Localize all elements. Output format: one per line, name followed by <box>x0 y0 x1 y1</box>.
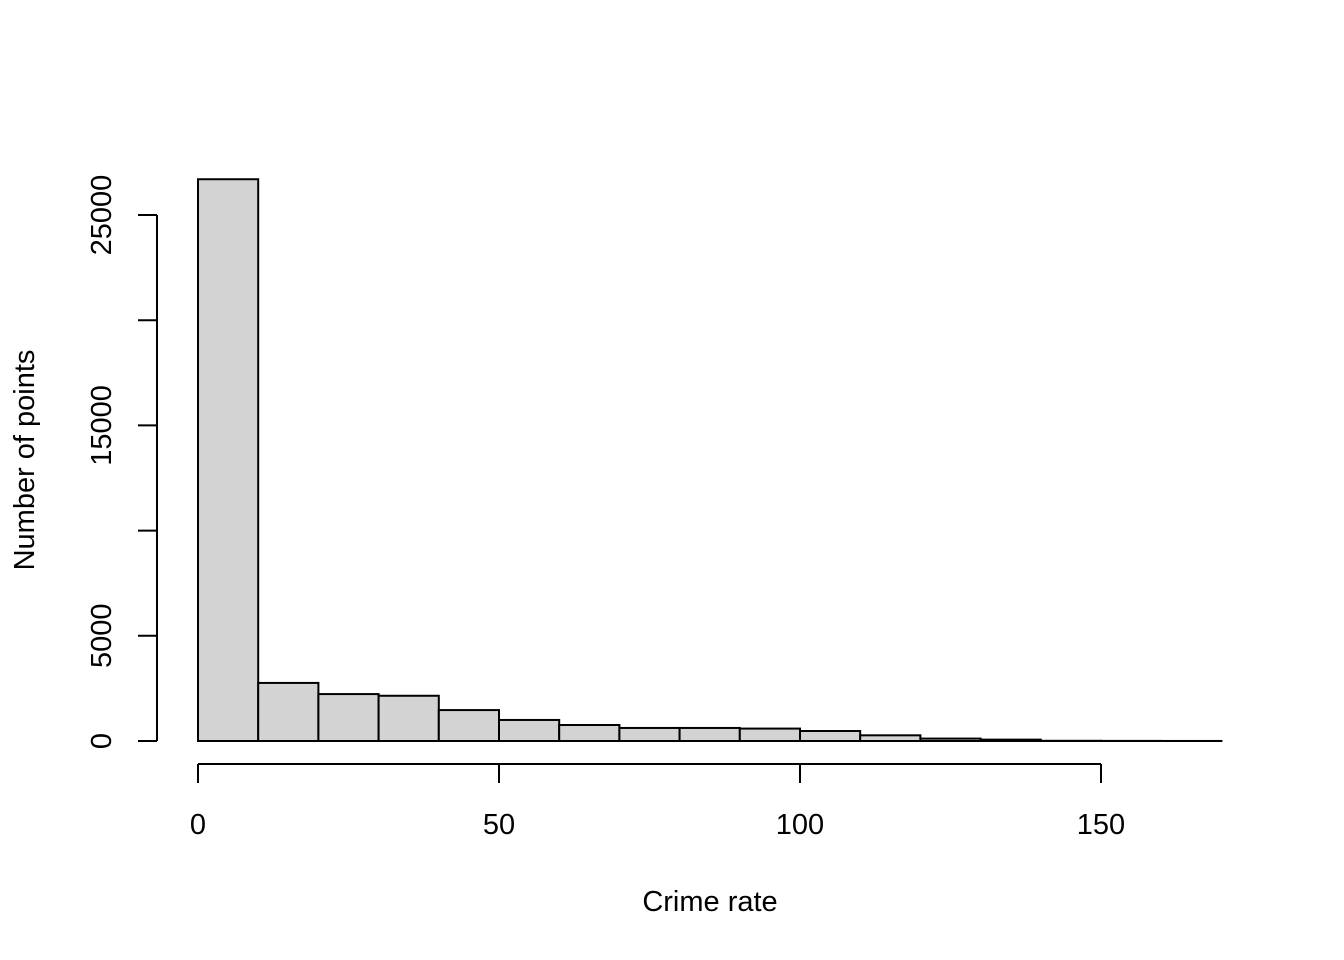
histogram-bar <box>437 709 500 743</box>
histogram-bar <box>317 693 380 743</box>
histogram-bar <box>197 178 260 742</box>
x-tick-label: 100 <box>776 809 824 841</box>
y-axis: 0 5000 15000 25000 <box>86 175 158 749</box>
histogram-bar <box>678 726 741 742</box>
y-tick-label: 0 <box>86 733 118 749</box>
histogram-bar <box>558 724 621 742</box>
y-axis-label: Number of points <box>9 350 41 571</box>
x-tick-label: 50 <box>483 809 515 841</box>
histogram-bar <box>799 730 862 742</box>
histogram-bar <box>257 681 320 743</box>
y-tick-label: 25000 <box>86 175 118 256</box>
histogram-bar <box>377 694 440 742</box>
y-tick-label: 5000 <box>86 604 118 669</box>
x-tick-label: 150 <box>1077 809 1125 841</box>
histogram-bar <box>498 718 561 743</box>
y-tick-label: 15000 <box>86 385 118 466</box>
x-axis: 0 50 100 150 <box>190 763 1125 841</box>
x-tick-label: 0 <box>190 809 206 841</box>
x-axis-label: Crime rate <box>642 886 777 918</box>
histogram-bar <box>738 727 801 743</box>
bars-group <box>197 178 1223 743</box>
histogram-bar <box>618 726 681 742</box>
